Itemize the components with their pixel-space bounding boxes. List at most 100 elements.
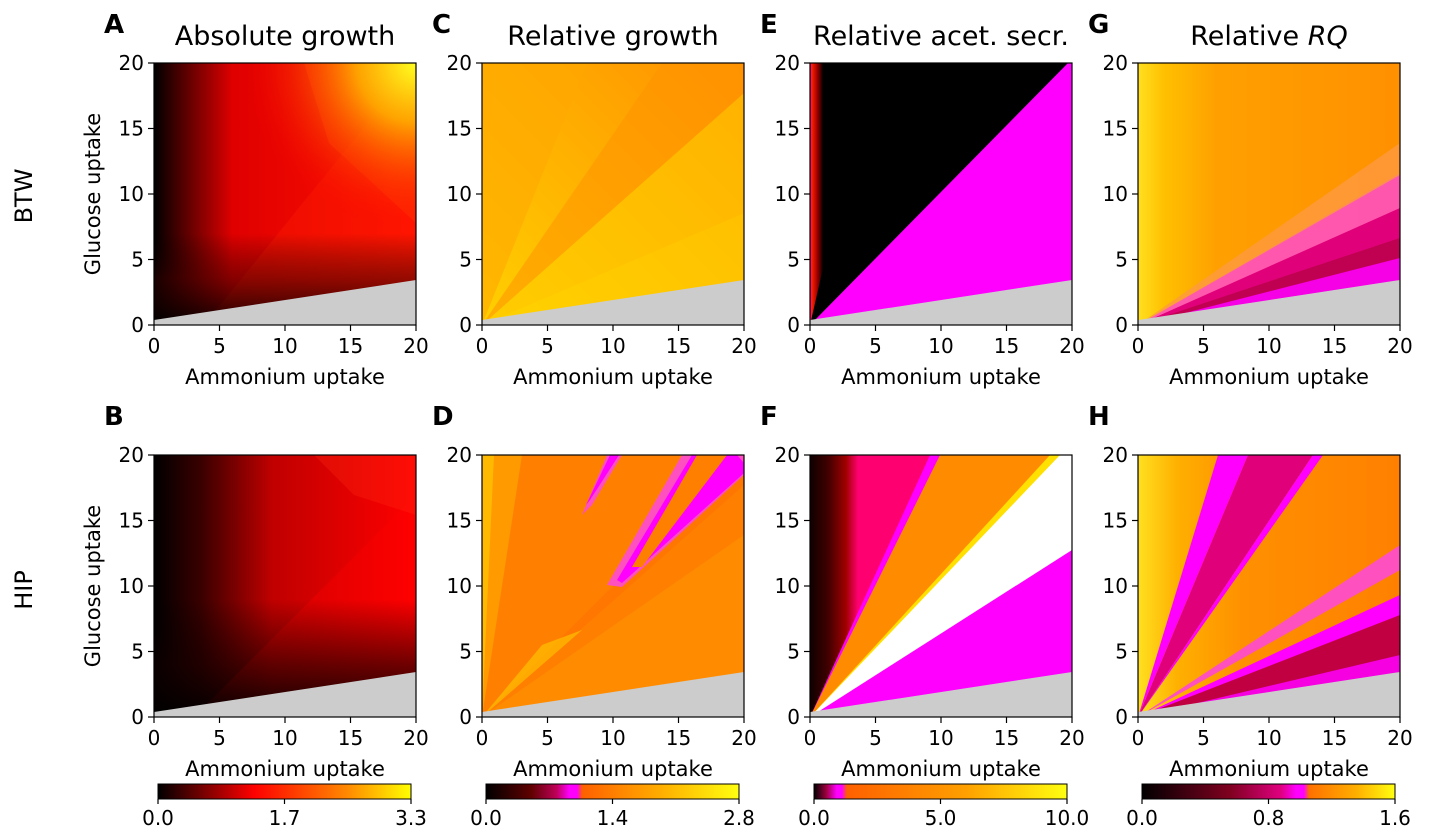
heatmap-c [482,63,744,325]
x-tick-label: 5 [541,334,554,358]
y-tick-label: 20 [447,443,472,467]
heatmap-f [810,455,1072,717]
x-tick-label: 5 [1197,334,1210,358]
panel-g [1138,63,1400,325]
y-tick-label: 5 [459,640,472,664]
x-tick-label: 20 [1059,334,1084,358]
y-tick-label: 20 [1103,443,1128,467]
x-tick-label: 15 [994,726,1019,750]
colorbar-tick-label: 1.4 [597,806,629,830]
x-tick-label: 15 [338,334,363,358]
heatmap-b [154,455,416,717]
y-tick-label: 10 [775,182,800,206]
axes-layer: 0 5 10 15 20 0 5 10 15 20 Ammonium uptake A Absolute… [104,10,1413,781]
x-axis-label: Ammonium uptake [841,365,1041,389]
y-tick-label: 15 [1103,117,1128,141]
heatmap-a [154,63,416,325]
y-tick-label: 5 [1115,248,1128,272]
y-tick-label: 5 [1115,640,1128,664]
x-tick-label: 10 [600,726,625,750]
colorbar-tick-label: 1.7 [269,806,301,830]
x-tick-label: 10 [928,334,953,358]
panel-b [154,455,416,717]
ylabel-bottom: Glucose uptake [81,505,105,667]
panel-title: Relative acet. secr. [813,21,1069,52]
y-tick-label: 0 [131,705,144,729]
x-tick-label: 10 [1256,726,1281,750]
panel-letter: D [432,402,454,432]
infeasible-region-f [810,672,1072,717]
x-tick-label: 0 [804,726,817,750]
panel-a [154,63,416,325]
axes-c: 0 5 10 15 20 0 5 10 15 20 Ammonium uptake C Relative… [432,10,757,389]
panel-letter: A [104,10,124,40]
colorbar-ticks-layer: 0.0 1.7 3.3 0.0 1.4 2.8 0.0 5.0 10.0 0.0 0.8 1.6 [142,799,1411,830]
y-tick-label: 0 [1115,313,1128,337]
infeasible-region-g [1138,280,1400,325]
x-tick-label: 5 [869,726,882,750]
axes-f: 0 5 10 15 20 0 5 10 15 20 Ammonium uptake F [760,402,1085,781]
x-tick-label: 5 [1197,726,1210,750]
x-axis-label: Ammonium uptake [185,757,385,781]
x-tick-label: 20 [1059,726,1084,750]
heatmap-d [482,455,744,717]
x-tick-label: 20 [1387,726,1412,750]
y-tick-label: 10 [119,574,144,598]
heatmap-e [810,63,1072,325]
y-tick-label: 15 [1103,509,1128,533]
panel-title: Relative growth [507,21,718,52]
x-tick-label: 5 [541,726,554,750]
panel-e [810,63,1072,325]
axes-a: 0 5 10 15 20 0 5 10 15 20 Ammonium uptake A Absolute… [104,10,429,389]
colorbar-tick-label: 0.0 [142,806,174,830]
x-tick-label: 0 [148,334,161,358]
colorbar-tick-label: 3.3 [395,806,427,830]
x-tick-label: 0 [1132,334,1145,358]
colorbar-tick-label: 2.8 [723,806,755,830]
x-axis-label: Ammonium uptake [513,757,713,781]
y-tick-label: 15 [119,117,144,141]
y-tick-label: 15 [119,509,144,533]
colorbar-tick-label: 0.0 [798,806,830,830]
x-tick-label: 5 [213,334,226,358]
panel-title: Absolute growth [175,21,396,52]
x-tick-label: 5 [213,726,226,750]
panel-letter: E [760,10,778,40]
y-tick-label: 5 [131,640,144,664]
colorbar-b [157,783,412,800]
y-tick-label: 5 [787,640,800,664]
x-axis-label: Ammonium uptake [185,365,385,389]
colorbar-tick-label: 0.8 [1253,806,1285,830]
y-tick-label: 15 [775,509,800,533]
colorbar-h [1141,783,1396,800]
y-tick-label: 10 [775,574,800,598]
heatmap-g [1138,63,1400,325]
y-tick-label: 15 [447,509,472,533]
infeasible-region-a [154,280,416,325]
axes-g: 0 5 10 15 20 0 5 10 15 20 Ammonium uptake G Relative… [1088,10,1413,389]
row-label-btw: BTW [10,169,38,224]
y-tick-label: 5 [787,248,800,272]
y-tick-label: 20 [775,51,800,75]
x-tick-label: 0 [476,726,489,750]
colorbar-f [813,783,1068,800]
infeasible-region-d [482,672,744,717]
x-axis-label: Ammonium uptake [513,365,713,389]
infeasible-region-b [154,672,416,717]
axes-d: 0 5 10 15 20 0 5 10 15 20 Ammonium uptake D [432,402,757,781]
panel-letter: B [104,402,124,432]
y-tick-label: 0 [787,705,800,729]
colorbar-tick-label: 0.0 [470,806,502,830]
panel-d [482,455,744,717]
colorbar-tick-label: 5.0 [925,806,957,830]
y-tick-label: 20 [119,51,144,75]
ylabel-top: Glucose uptake [81,113,105,275]
x-tick-label: 15 [1322,334,1347,358]
infeasible-region-c [482,280,744,325]
panel-c [482,63,744,325]
x-tick-label: 0 [1132,726,1145,750]
colorbar-tick-label: 0.0 [1126,806,1158,830]
panel-letter: G [1088,10,1109,40]
y-tick-label: 20 [119,443,144,467]
y-tick-label: 20 [1103,51,1128,75]
